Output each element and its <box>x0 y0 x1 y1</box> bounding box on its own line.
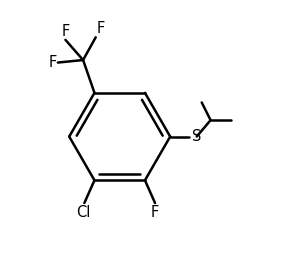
Text: F: F <box>97 21 105 36</box>
Text: Cl: Cl <box>76 205 90 220</box>
Text: S: S <box>192 129 202 144</box>
Text: F: F <box>151 205 159 220</box>
Text: F: F <box>48 55 57 70</box>
Text: F: F <box>61 23 70 39</box>
